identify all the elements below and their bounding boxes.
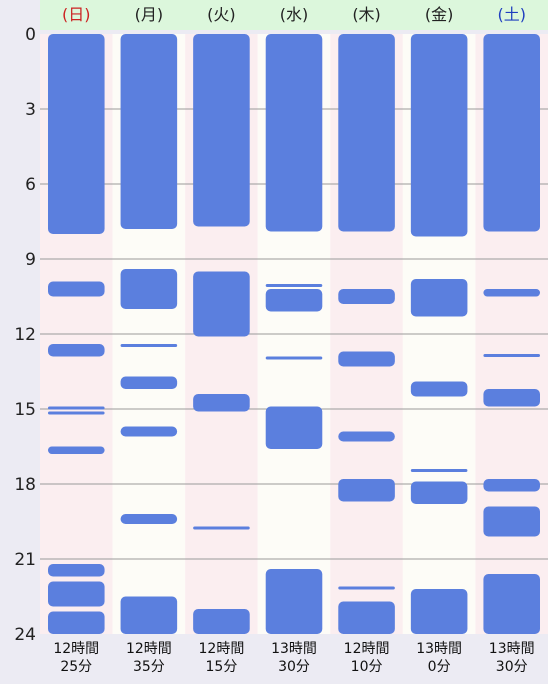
y-tick-label: 0 <box>25 25 36 45</box>
sleep-block <box>265 284 323 287</box>
y-axis: 0 3 6 9 12 15 18 21 24 <box>14 25 36 645</box>
sleep-block <box>483 389 540 407</box>
daily-total-minutes: 15分 <box>206 659 238 675</box>
sleep-block <box>193 394 250 412</box>
sleep-block <box>338 351 395 367</box>
sleep-block <box>483 354 540 357</box>
sleep-block <box>265 569 323 634</box>
daily-total-hours: 13時間 <box>416 641 462 657</box>
daily-total-hours: 13時間 <box>271 641 317 657</box>
day-label: (土) <box>497 5 526 24</box>
sleep-block <box>338 431 395 442</box>
sleep-block <box>48 611 105 634</box>
sleep-block <box>120 426 178 437</box>
sleep-block <box>193 271 250 337</box>
daily-total-minutes: 35分 <box>133 659 165 675</box>
daily-total-minutes: 0分 <box>428 659 451 675</box>
sleep-block <box>265 34 323 232</box>
y-tick-label: 21 <box>14 550 36 570</box>
y-tick-label: 6 <box>25 175 36 195</box>
y-tick-label: 12 <box>14 325 36 345</box>
sleep-block <box>483 506 540 537</box>
sleep-block <box>410 469 468 472</box>
daily-total-hours: 12時間 <box>126 641 172 657</box>
sleep-block <box>338 34 395 232</box>
sleep-block <box>265 289 323 312</box>
sleep-block <box>48 344 105 357</box>
sleep-block <box>338 601 395 634</box>
y-tick-label: 9 <box>25 250 36 270</box>
sleep-block <box>193 34 250 227</box>
sleep-block <box>338 479 395 502</box>
header-background <box>40 0 548 30</box>
sleep-block <box>483 289 540 297</box>
daily-total-minutes: 25分 <box>60 659 92 675</box>
y-tick-label: 24 <box>14 625 36 645</box>
y-tick-label: 18 <box>14 475 36 495</box>
y-tick-label: 15 <box>14 400 36 420</box>
sleep-block <box>410 34 468 237</box>
day-label: (木) <box>352 5 381 24</box>
sleep-block <box>120 596 178 634</box>
daily-total-hours: 12時間 <box>53 641 99 657</box>
sleep-block <box>48 281 105 297</box>
sleep-block <box>193 609 250 634</box>
day-label: (金) <box>425 5 454 24</box>
daily-total-minutes: 30分 <box>278 659 310 675</box>
sleep-block <box>120 376 178 389</box>
sleep-block <box>338 586 395 590</box>
sleep-block <box>48 406 105 410</box>
day-label: (火) <box>207 5 236 24</box>
daily-total-hours: 12時間 <box>199 641 245 657</box>
day-header: (日) (月) (火) (水) (木) (金) (土) <box>40 0 548 30</box>
sleep-block <box>120 514 178 524</box>
daily-totals: 12時間 25分 12時間 35分 12時間 15分 13時間 30分 12時間 10分 13時間 0… <box>53 641 534 675</box>
sleep-block <box>338 289 395 304</box>
sleep-block <box>193 526 250 530</box>
sleep-block <box>120 34 178 229</box>
day-label: (日) <box>62 5 91 24</box>
sleep-block <box>48 411 105 415</box>
daily-total-hours: 12時間 <box>344 641 390 657</box>
sleep-block <box>120 269 178 309</box>
sleep-block <box>483 479 540 492</box>
sleep-blocks <box>48 34 540 634</box>
sleep-block <box>410 481 468 504</box>
sleep-block <box>410 381 468 397</box>
sleep-block <box>265 406 323 449</box>
day-label: (水) <box>280 5 309 24</box>
sleep-block <box>265 356 323 360</box>
sleep-block <box>48 564 105 577</box>
y-tick-label: 3 <box>25 100 36 120</box>
sleep-block <box>48 581 105 607</box>
sleep-block <box>410 279 468 317</box>
daily-total-hours: 13時間 <box>489 641 535 657</box>
daily-total-minutes: 10分 <box>351 659 383 675</box>
sleep-block <box>483 574 540 634</box>
day-label: (月) <box>135 5 164 24</box>
sleep-block <box>410 589 468 634</box>
daily-total-minutes: 30分 <box>496 659 528 675</box>
sleep-block <box>120 344 178 347</box>
sleep-block <box>48 34 105 234</box>
sleep-block <box>48 446 105 454</box>
sleep-block <box>483 34 540 232</box>
